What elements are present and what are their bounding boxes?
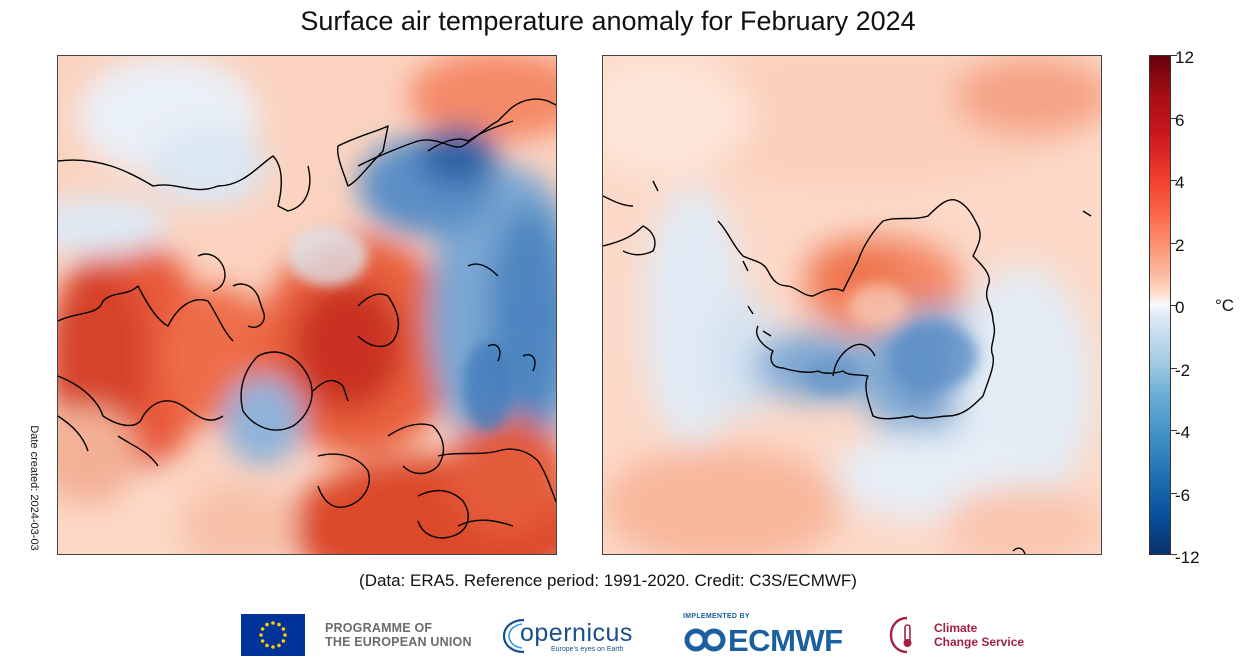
- map-north-pole: [57, 55, 557, 555]
- north-map-svg: [58, 56, 556, 554]
- eu-flag-logo: [241, 614, 305, 656]
- colorbar-tick-mark: [1171, 180, 1177, 181]
- c3s-line-1: Climate: [934, 621, 978, 635]
- copernicus-wordmark: opernicus: [520, 619, 633, 647]
- north-anomaly-field: [58, 56, 556, 554]
- copernicus-tagline: Europe's eyes on Earth: [551, 646, 624, 653]
- chart-title: Surface air temperature anomaly for Febr…: [300, 6, 916, 36]
- copernicus-logo-icon: [502, 618, 525, 654]
- colorbar-tick-label: -4: [1175, 423, 1191, 442]
- north-coastlines: [58, 98, 556, 539]
- c3s-line-2: Change Service: [934, 635, 1025, 649]
- colorbar-tick-label: 0: [1175, 298, 1185, 317]
- colorbar-tick-label: 12: [1175, 48, 1194, 67]
- colorbar-tick-label: 2: [1175, 235, 1185, 255]
- colorbar-tick-mark: [1171, 117, 1177, 119]
- colorbar-tick-label: 6: [1175, 110, 1185, 130]
- eu-line-1: PROGRAMME OF: [325, 621, 433, 635]
- eu-stars-icon: [259, 621, 287, 649]
- south-coastlines: [603, 180, 1092, 554]
- colorbar-tick-label: -12: [1175, 548, 1200, 567]
- eu-programme-text: PROGRAMME OF THE EUROPEAN UNION: [325, 621, 472, 649]
- colorbar-tick-mark: [1171, 492, 1177, 494]
- colorbar-tick-mark: [1171, 242, 1177, 244]
- colorbar: [1149, 55, 1171, 555]
- c3s-thermometer-icon: [889, 616, 912, 654]
- ecmwf-logo-icon: [684, 628, 726, 652]
- colorbar-tick-label: 4: [1175, 173, 1185, 192]
- south-map-svg: [603, 56, 1101, 554]
- colorbar-unit: °C: [1215, 296, 1235, 315]
- south-anomaly-field: [603, 56, 1101, 554]
- colorbar-tick-label: -2: [1175, 360, 1191, 380]
- implemented-by-label: IMPLEMENTED BY: [683, 613, 750, 620]
- colorbar-tick-mark: [1171, 554, 1177, 555]
- colorbar-tick-mark: [1171, 55, 1177, 56]
- eu-line-2: THE EUROPEAN UNION: [325, 635, 472, 649]
- map-south-pole: [602, 55, 1102, 555]
- colorbar-tick-mark: [1171, 367, 1177, 369]
- colorbar-tick-mark: [1171, 305, 1177, 306]
- data-credit: (Data: ERA5. Reference period: 1991-2020…: [359, 571, 857, 590]
- colorbar-tick-mark: [1171, 430, 1177, 431]
- colorbar-tick-label: -6: [1175, 485, 1191, 505]
- date-created-label: Date created: 2024-03-03: [28, 425, 40, 551]
- c3s-text: Climate Change Service: [934, 621, 1024, 649]
- ecmwf-wordmark: ECMWF: [728, 623, 843, 658]
